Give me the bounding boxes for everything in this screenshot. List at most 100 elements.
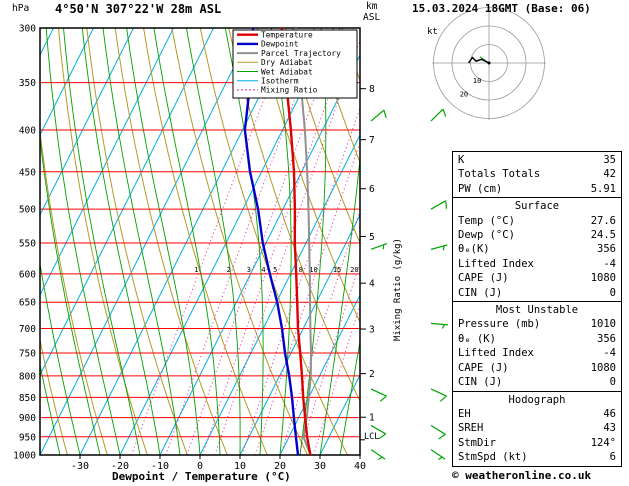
temp-tick-label: -30 xyxy=(71,461,89,472)
pressure-tick-label: 650 xyxy=(19,298,36,309)
row-value: 124° xyxy=(590,436,616,449)
row-label: Totals Totals xyxy=(458,168,541,181)
table-section: K 35 Totals Totals 42 PW (cm) 5.91 xyxy=(452,151,622,199)
mixing-ratio-value: 20 xyxy=(350,266,358,274)
row-label: K xyxy=(458,154,465,166)
row-value: 0 xyxy=(609,376,616,389)
row-label: Lifted Index xyxy=(458,257,534,270)
temp-tick-label: -10 xyxy=(151,461,169,472)
row-value: 43 xyxy=(603,422,616,435)
mixing-ratio-value: 10 xyxy=(309,266,317,274)
indices-table: K 35 Totals Totals 42 PW (cm) 5.91 Surface Temp… xyxy=(452,151,622,467)
legend-item-label: Isotherm xyxy=(261,77,299,86)
row-value: 35 xyxy=(603,154,616,166)
row-value: 1080 xyxy=(590,361,616,374)
temp-tick-label: 20 xyxy=(274,461,286,472)
hodograph-ring xyxy=(433,7,545,119)
table-row: θₑ(K) 356 xyxy=(453,242,621,256)
wind-barb-column xyxy=(430,108,448,461)
km-tick-label: 6 xyxy=(369,184,375,195)
table-row: EH 46 xyxy=(453,407,621,421)
row-label: Lifted Index xyxy=(458,347,534,360)
row-value: 42 xyxy=(603,168,616,181)
hodograph-ring xyxy=(451,25,527,101)
mixing-ratio-value: 1 xyxy=(194,266,198,274)
mixing-ratio-value: 5 xyxy=(273,266,277,274)
temp-tick-label: 30 xyxy=(314,461,326,472)
temp-tick-label: 0 xyxy=(197,461,203,472)
temp-tick-label: 10 xyxy=(234,461,246,472)
mixing-ratio-value: 2 xyxy=(227,266,231,274)
legend-item-label: Wet Adiabat xyxy=(261,67,313,76)
datetime-label: 15.03.2024 18GMT (Base: 06) xyxy=(412,2,591,15)
pressure-tick-label: 750 xyxy=(19,348,36,359)
table-section-header: Surface xyxy=(514,200,560,213)
row-label: Dewp (°C) xyxy=(458,229,515,242)
km-axis-label: km xyxy=(366,1,378,12)
temp-tick-label: -20 xyxy=(111,461,129,472)
table-row: CIN (J) 0 xyxy=(453,286,621,300)
row-value: 5.91 xyxy=(590,182,616,195)
row-value: 356 xyxy=(597,243,616,256)
row-label: StmDir xyxy=(458,436,496,449)
legend-item-label: Mixing Ratio xyxy=(261,86,318,95)
legend-item-label: Dry Adiabat xyxy=(261,58,313,67)
table-row: CAPE (J) 1080 xyxy=(453,361,621,375)
row-label: θₑ(K) xyxy=(458,243,490,256)
lcl-label: LCL xyxy=(364,432,380,442)
pressure-tick-label: 700 xyxy=(19,324,36,335)
parcel-trajectory-curve xyxy=(294,28,312,455)
temp-tick-label: 40 xyxy=(354,461,366,472)
pressure-tick-label: 800 xyxy=(19,371,36,382)
table-row: θₑ (K) 356 xyxy=(453,332,621,346)
temperature-curve xyxy=(280,28,312,455)
pressure-tick-label: 600 xyxy=(19,269,36,280)
table-section-header: Most Unstable xyxy=(495,304,579,317)
row-value: 27.6 xyxy=(590,214,616,227)
mixing-ratio-value: 8 xyxy=(299,266,303,274)
table-row: PW (cm) 5.91 xyxy=(453,182,621,196)
dewpoint-curve xyxy=(243,28,300,455)
row-value: 46 xyxy=(603,407,616,420)
copyright: © weatheronline.co.uk xyxy=(452,469,592,482)
mixing-ratio-value: 15 xyxy=(333,266,341,274)
mixing-ratio-axis-label: Mixing Ratio (g/kg) xyxy=(393,238,403,341)
hodograph-ring-label: 20 xyxy=(460,90,468,98)
row-label: CAPE (J) xyxy=(458,361,509,374)
table-row: StmDir 124° xyxy=(453,436,621,450)
x-axis-label: Dewpoint / Temperature (°C) xyxy=(112,470,291,483)
table-row: Temp (°C) 27.6 xyxy=(453,214,621,228)
table-row: Totals Totals 42 xyxy=(453,167,621,181)
hodograph-unit-label: kt xyxy=(427,27,438,37)
mixing-ratio-value: 25 xyxy=(364,266,372,274)
asl-axis-label: ASL xyxy=(363,12,381,23)
table-row: K 35 xyxy=(453,153,621,167)
pressure-tick-label: 850 xyxy=(19,393,36,404)
row-label: CIN (J) xyxy=(458,376,503,389)
row-value: 24.5 xyxy=(590,229,616,242)
km-tick-label: 5 xyxy=(369,232,375,243)
table-section-header: Hodograph xyxy=(508,393,566,406)
station-title: 4°50'N 307°22'W 28m ASL xyxy=(55,2,222,16)
row-value: 6 xyxy=(609,451,616,464)
table-section: Hodograph EH 46 SREH 43 StmDir 124° StmSpd (kt)… xyxy=(452,390,622,467)
table-row: Dewp (°C) 24.5 xyxy=(453,228,621,242)
pressure-unit-label: hPa xyxy=(12,3,30,14)
km-tick-label: 1 xyxy=(369,413,375,424)
table-section: Most Unstable Pressure (mb) 1010 θₑ (K) 356 L… xyxy=(452,301,622,392)
row-label: EH xyxy=(458,407,471,420)
pressure-tick-label: 1000 xyxy=(13,451,36,462)
table-row: CIN (J) 0 xyxy=(453,375,621,389)
row-label: CAPE (J) xyxy=(458,272,509,285)
row-label: Pressure (mb) xyxy=(458,318,541,331)
pressure-tick-label: 500 xyxy=(19,205,36,216)
pressure-tick-label: 400 xyxy=(19,126,36,137)
table-row: Pressure (mb) 1010 xyxy=(453,317,621,331)
pressure-tick-label: 300 xyxy=(19,24,36,35)
row-value: -4 xyxy=(603,257,616,270)
pressure-tick-label: 950 xyxy=(19,432,36,443)
plot-border xyxy=(39,27,361,456)
row-label: StmSpd (kt) xyxy=(458,451,528,464)
